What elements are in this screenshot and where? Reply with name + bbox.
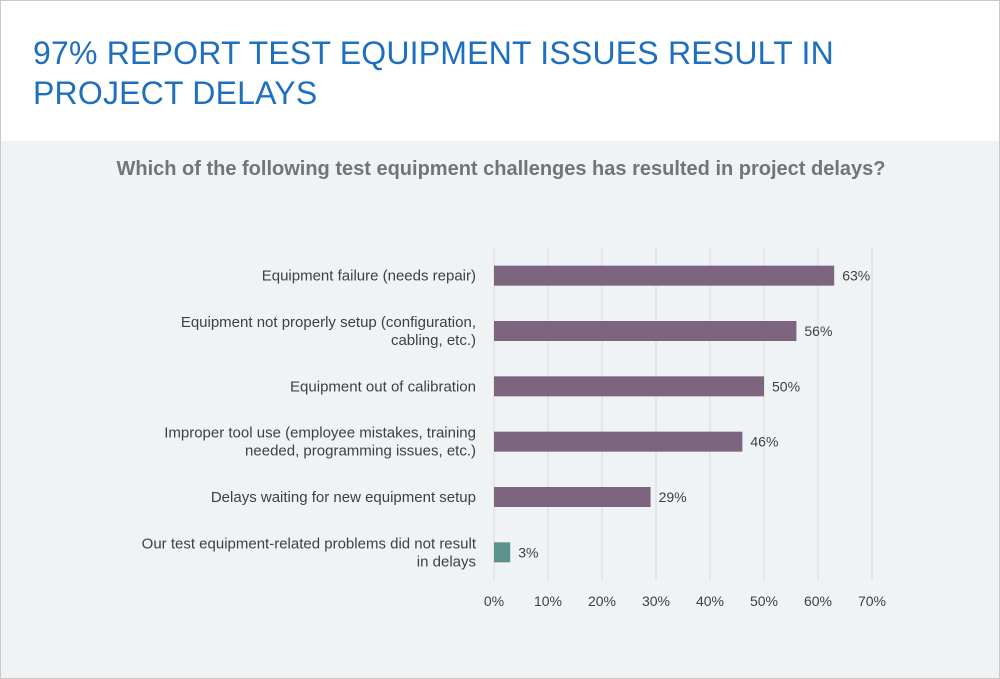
x-tick-label: 10% xyxy=(534,593,562,609)
bar xyxy=(494,542,511,563)
category-label: Equipment out of calibration xyxy=(290,378,476,395)
bar xyxy=(494,376,764,397)
data-label: 3% xyxy=(518,544,538,560)
bar xyxy=(494,487,651,507)
category-label-line: cabling, etc.) xyxy=(391,332,476,349)
x-tick-label: 0% xyxy=(484,593,504,609)
x-tick-label: 60% xyxy=(804,593,832,609)
category-label-line: Delays waiting for new equipment setup xyxy=(211,489,476,506)
category-label-line: Our test equipment-related problems did … xyxy=(142,535,477,552)
category-label-line: Equipment failure (needs repair) xyxy=(262,268,476,285)
data-label: 56% xyxy=(804,323,832,339)
category-label: Delays waiting for new equipment setup xyxy=(211,489,476,506)
category-label: Improper tool use (employee mistakes, tr… xyxy=(164,425,476,460)
bar xyxy=(494,265,835,286)
bar xyxy=(494,321,797,341)
x-tick-label: 20% xyxy=(588,593,616,609)
category-label-line: needed, programming issues, etc.) xyxy=(245,443,476,460)
category-label: Equipment not properly setup (configurat… xyxy=(181,314,476,349)
bar xyxy=(494,431,743,452)
title-area: 97% REPORT TEST EQUIPMENT ISSUES RESULT … xyxy=(1,1,999,141)
category-label-line: in delays xyxy=(417,553,476,570)
category-label: Equipment failure (needs repair) xyxy=(262,268,476,285)
chart-area: Which of the following test equipment ch… xyxy=(1,141,999,678)
data-label: 50% xyxy=(772,378,800,394)
data-label: 63% xyxy=(842,268,870,284)
data-label: 29% xyxy=(659,489,687,505)
category-label: Our test equipment-related problems did … xyxy=(142,535,477,570)
x-tick-label: 50% xyxy=(750,593,778,609)
chart-title: Which of the following test equipment ch… xyxy=(116,158,886,180)
data-label: 46% xyxy=(750,434,778,450)
category-label-line: Equipment out of calibration xyxy=(290,378,476,395)
category-label-line: Equipment not properly setup (configurat… xyxy=(181,314,476,331)
slide-title: 97% REPORT TEST EQUIPMENT ISSUES RESULT … xyxy=(33,35,834,111)
x-tick-label: 30% xyxy=(642,593,670,609)
x-tick-label: 40% xyxy=(696,593,724,609)
category-label-line: Improper tool use (employee mistakes, tr… xyxy=(164,425,476,442)
x-tick-label: 70% xyxy=(858,593,886,609)
